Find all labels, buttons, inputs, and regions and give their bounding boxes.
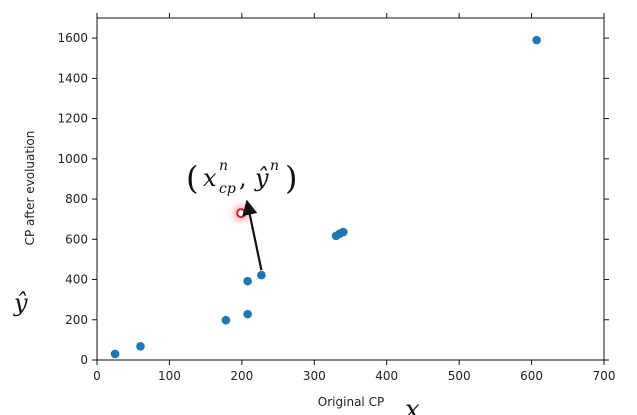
y-hat-symbol: ŷ <box>13 289 28 317</box>
x-cp-sub: cp <box>420 410 438 415</box>
data-points <box>110 35 541 359</box>
x-tick-label: 700 <box>593 369 616 383</box>
x-tick-label: 100 <box>158 369 181 383</box>
y-tick-label: 1600 <box>57 31 88 45</box>
y-axis-ticks: 0 200 400 600 800 1000 1200 1400 1600 <box>57 31 609 367</box>
plot-border <box>96 17 605 361</box>
scatter-point <box>243 309 252 319</box>
y-axis-label: CP after evoluation <box>23 131 37 246</box>
x-cp-symbol: xcp <box>405 395 438 415</box>
y-tick-label: 1000 <box>57 152 88 166</box>
annotation-label: ( x n cp , ŷ n ) <box>186 158 297 197</box>
y-tick-label: 200 <box>65 313 88 327</box>
annotation-x-sup: n <box>219 158 228 174</box>
x-tick-label: 200 <box>230 369 253 383</box>
x-axis-label: Original CP <box>318 395 384 409</box>
scatter-point <box>532 35 541 45</box>
scatter-point <box>110 349 120 359</box>
scatter-point <box>243 276 252 286</box>
scatter-point <box>257 270 266 280</box>
x-tick-label: 600 <box>520 369 543 383</box>
x-tick-label: 400 <box>375 369 398 383</box>
x-axis-ticks: 0 100 200 300 400 500 600 700 <box>93 13 615 383</box>
annotation-y: ŷ <box>254 164 269 192</box>
x-tick-label: 0 <box>93 369 101 383</box>
scatter-point <box>136 342 145 351</box>
x-tick-label: 300 <box>303 369 326 383</box>
annotation-comma: , <box>239 164 247 192</box>
annotation-arrow <box>242 199 263 271</box>
scatter-point <box>338 227 348 237</box>
highlight-point <box>236 208 247 219</box>
plot-frame <box>96 17 605 361</box>
y-tick-label: 1200 <box>57 112 88 126</box>
x-tick-label: 500 <box>448 369 471 383</box>
annotation-layer <box>242 199 263 271</box>
annotation-paren-open: ( <box>186 159 198 197</box>
x-cp-base: x <box>405 395 420 415</box>
scatter-point <box>221 315 231 325</box>
y-tick-label: 1400 <box>57 71 88 85</box>
annotation-paren-close: ) <box>285 159 297 197</box>
y-tick-label: 600 <box>65 232 88 246</box>
y-tick-label: 400 <box>65 273 88 287</box>
annotation-x: x <box>203 164 217 192</box>
annotation-y-sup: n <box>270 158 279 174</box>
annotation-x-sub: cp <box>219 181 236 197</box>
y-tick-label: 0 <box>80 353 88 367</box>
y-tick-label: 800 <box>65 192 88 206</box>
